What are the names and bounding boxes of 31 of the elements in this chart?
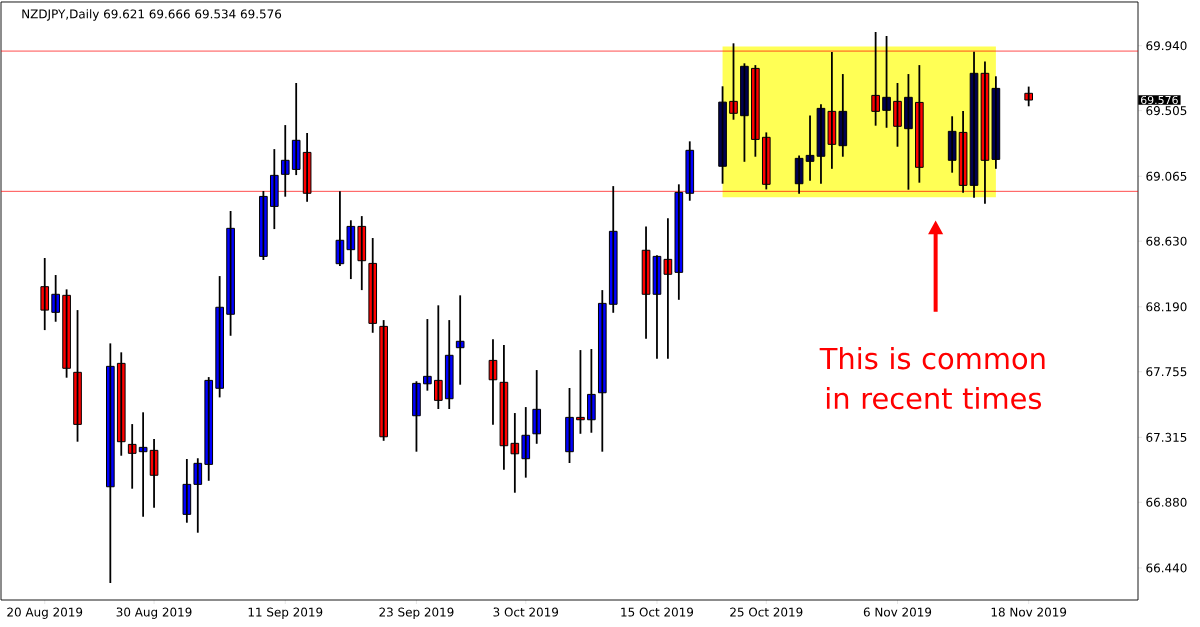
x-tick-label: 11 Sep 2019 xyxy=(248,607,323,619)
candlestick xyxy=(893,82,902,148)
candlestick xyxy=(882,35,891,129)
y-tick-label: 69.940 xyxy=(1146,41,1187,51)
candlestick xyxy=(62,288,71,379)
annotation: This is common in recent times xyxy=(819,347,1045,410)
candlestick xyxy=(412,380,421,453)
y-tick-label: 66.880 xyxy=(1146,497,1187,507)
x-tick-label: 20 Aug 2019 xyxy=(7,607,83,619)
x-tick-label: 6 Nov 2019 xyxy=(863,607,932,617)
candlestick xyxy=(226,210,235,337)
y-tick-label: 69.065 xyxy=(1146,171,1187,181)
y-tick-label: 67.755 xyxy=(1146,367,1187,377)
candlestick xyxy=(565,387,574,464)
y-tick-label: 66.440 xyxy=(1146,563,1187,573)
y-tick-label: 68.630 xyxy=(1146,236,1187,246)
candlestick xyxy=(718,85,727,185)
y-tick-label: 69.505 xyxy=(1146,106,1187,116)
x-tick-label: 18 Nov 2019 xyxy=(991,607,1067,617)
text: 69.576 xyxy=(1140,95,1178,105)
candlestick xyxy=(73,309,82,443)
y-tick-label: 68.190 xyxy=(1146,302,1187,312)
text: NZDJPY,Daily 69.621 69.666 69.534 69.576 xyxy=(22,9,282,21)
y-tick-label: 67.315 xyxy=(1146,432,1187,442)
candlestick xyxy=(740,62,749,163)
x-tick-label: 3 Oct 2019 xyxy=(493,607,559,617)
x-tick-label: 23 Sep 2019 xyxy=(379,607,454,619)
x-tick-label: 30 Aug 2019 xyxy=(116,607,192,619)
candlestick xyxy=(904,73,913,191)
x-tick-label: 25 Oct 2019 xyxy=(730,607,803,617)
x-tick-label: 15 Oct 2019 xyxy=(621,607,694,617)
